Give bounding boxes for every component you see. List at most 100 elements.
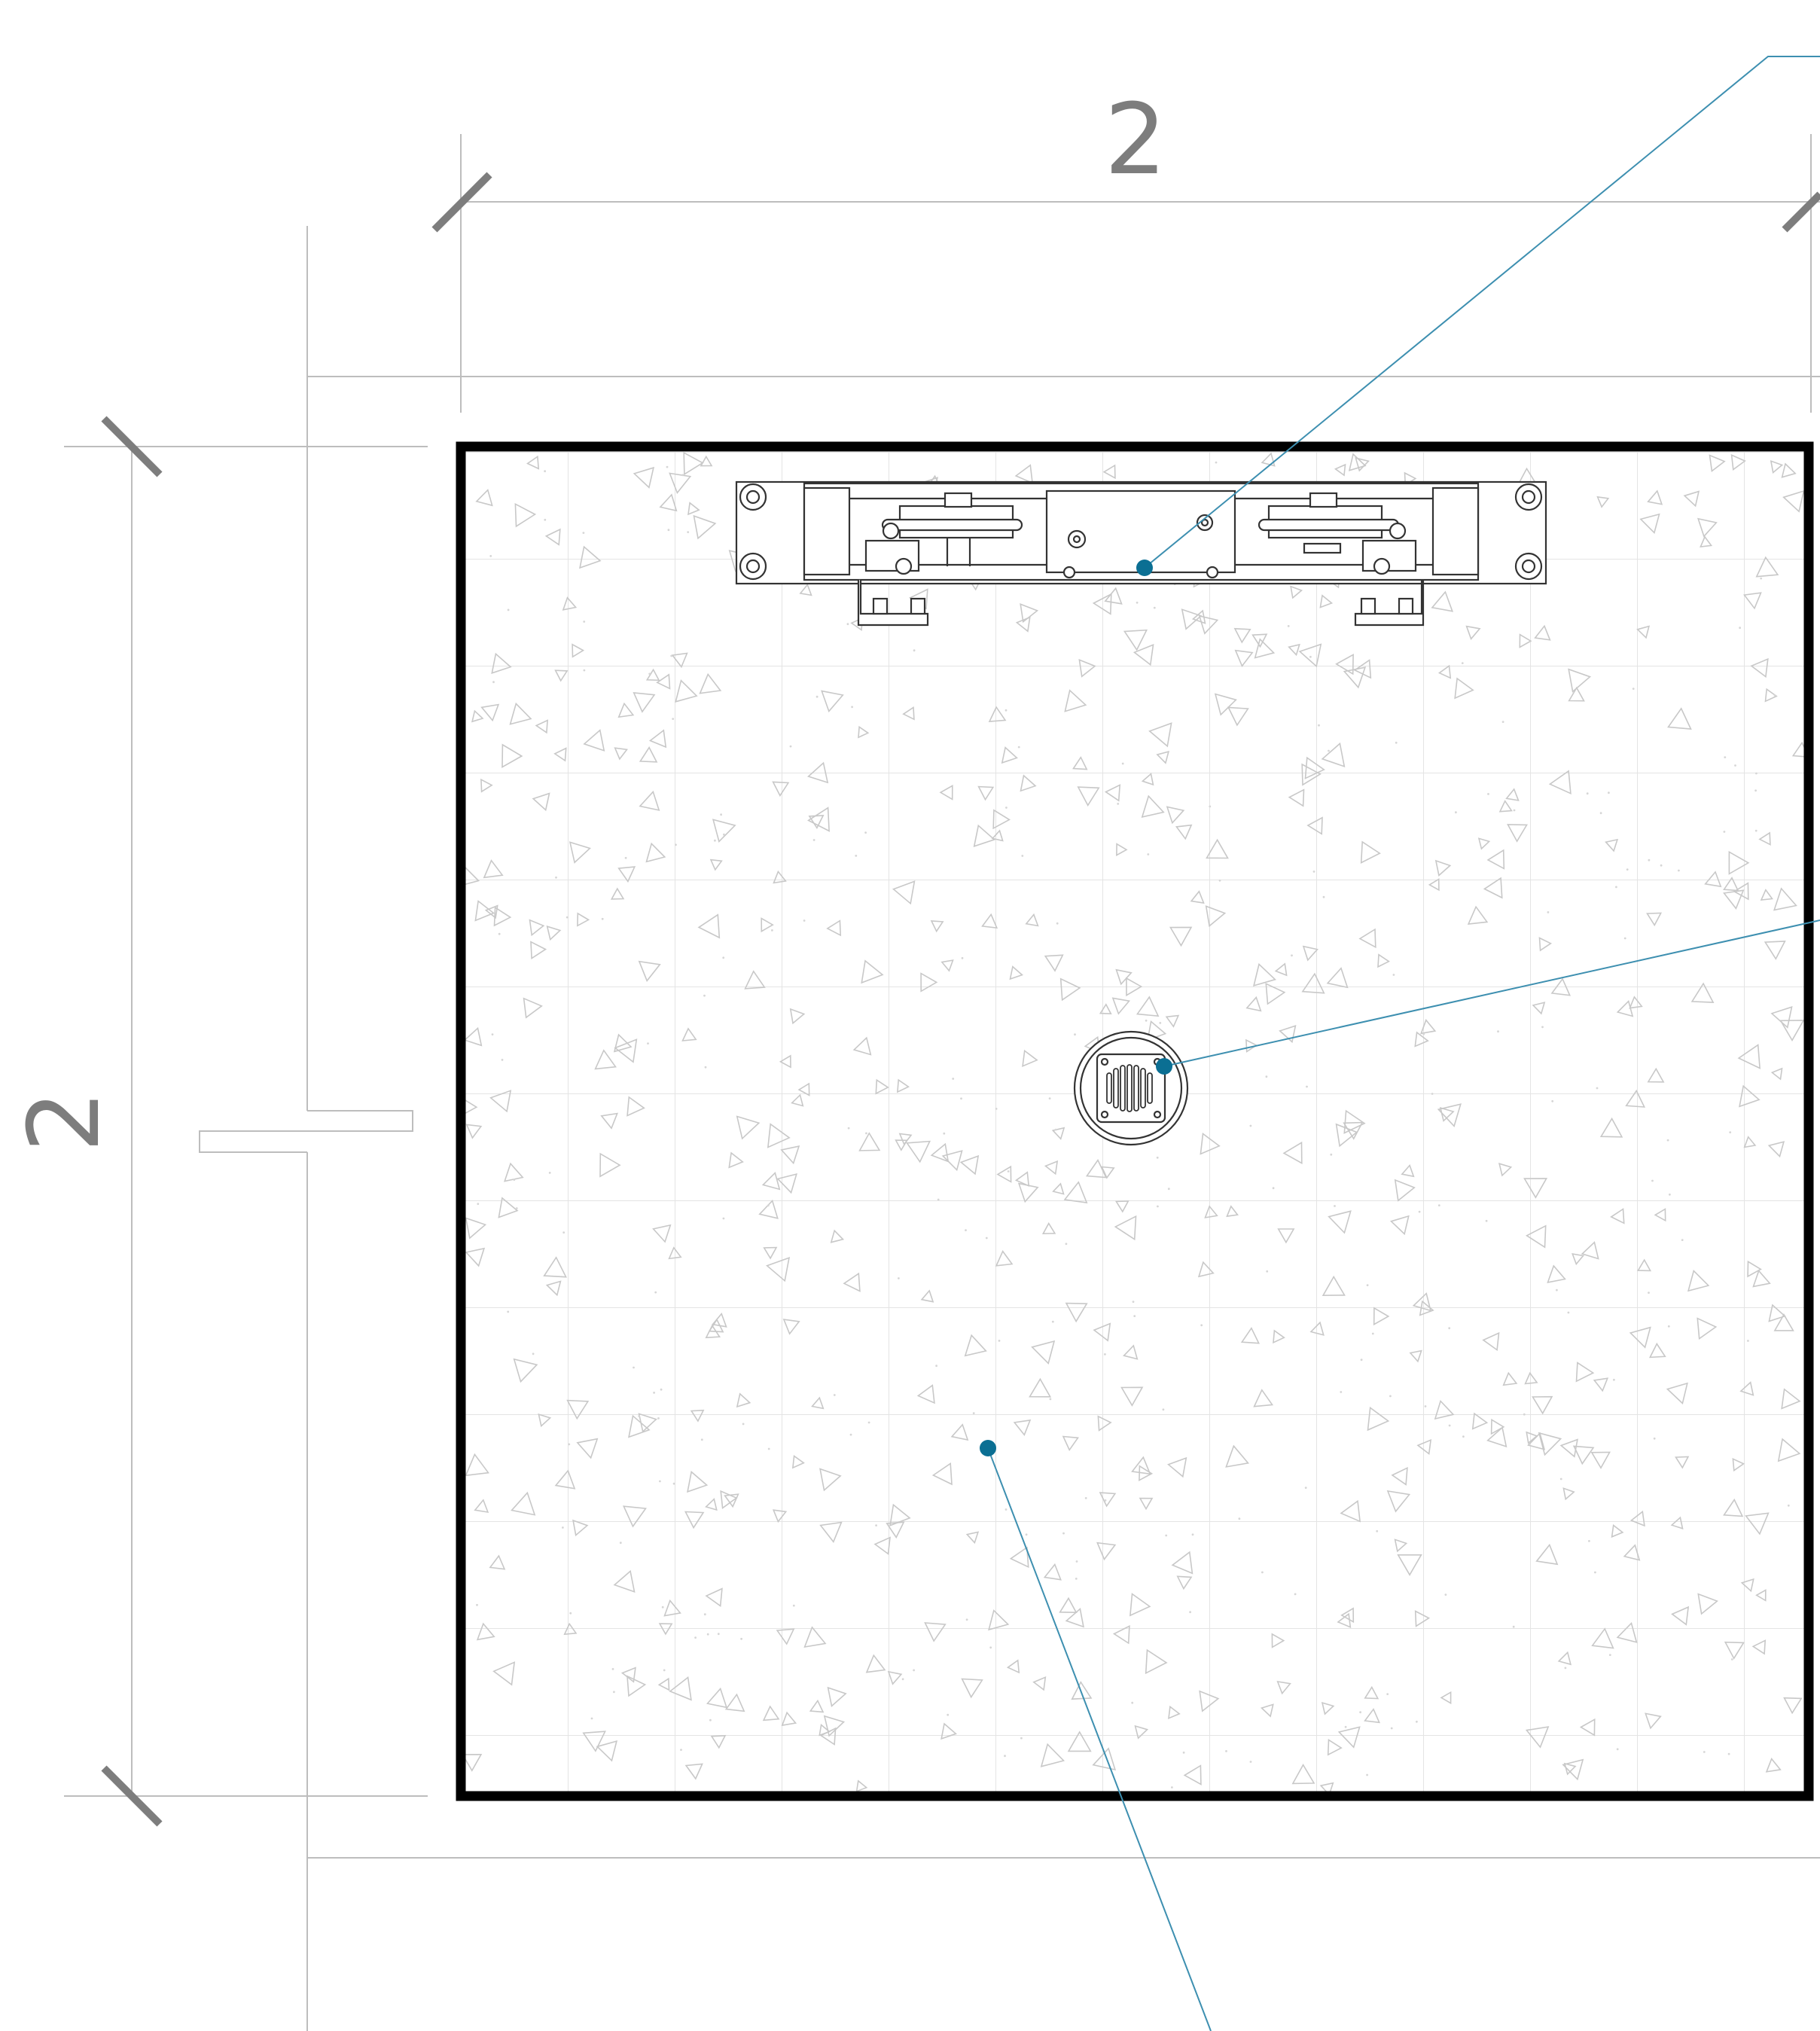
hatch-mark (1709, 454, 1726, 472)
hatch-mark (1697, 1317, 1718, 1340)
hatch-dot (1648, 1291, 1650, 1294)
hatch-mark (1409, 1349, 1422, 1363)
hatch-mark (1502, 1371, 1518, 1386)
hatch-mark (639, 790, 660, 811)
hatch-dot (1065, 1243, 1068, 1246)
hatch-mark (1764, 688, 1778, 703)
hatch-dot (1559, 1478, 1562, 1481)
hatch-mark (898, 1133, 913, 1146)
hatch-mark (762, 1705, 780, 1721)
hatch-dot (613, 1691, 615, 1694)
hatch-dot (720, 813, 722, 816)
hatch-mark (1767, 1141, 1785, 1158)
hatch-mark (1781, 1388, 1801, 1410)
hatch-dot (1547, 911, 1550, 913)
hatch-mark (992, 809, 1011, 830)
hatch-dot (1104, 1353, 1106, 1356)
hatch-mark (1044, 1160, 1059, 1176)
hatch-mark (1360, 840, 1381, 864)
hatch-dot (913, 1669, 915, 1672)
hatch-mark (809, 1699, 825, 1713)
hatch-mark (599, 1152, 621, 1178)
hatch-dot (812, 839, 815, 841)
hatch-mark (1532, 1002, 1546, 1015)
hatch-mark (712, 819, 736, 843)
hatch-mark (538, 1413, 552, 1428)
hatch-mark (474, 900, 495, 922)
hatch-mark (1015, 616, 1031, 633)
floor-surface-marker[interactable] (980, 1440, 996, 1456)
hatch-mark (1169, 926, 1193, 947)
hatch-mark (855, 1779, 868, 1793)
hatch-dot (507, 608, 510, 611)
hatch-mark (1290, 585, 1303, 599)
hatch-dot (1667, 1325, 1670, 1328)
hatch-mark (1486, 1426, 1508, 1448)
hatch-dot (687, 531, 690, 533)
hatch-dot (771, 929, 773, 932)
hatch-mark (1260, 1703, 1274, 1718)
hatch-mark (1274, 962, 1288, 977)
hatch-dot (532, 1352, 535, 1356)
width-dimension-label: 2 (1105, 82, 1167, 197)
hatch-dot (1159, 1022, 1162, 1024)
hatch-mark (1040, 1743, 1065, 1767)
hatch-mark (706, 1687, 728, 1709)
hatch-dot (515, 1207, 518, 1209)
hatch-mark (940, 1722, 957, 1740)
hatch-mark (1319, 594, 1334, 608)
hatch-mark (1616, 1621, 1638, 1643)
hatch-dot (965, 1618, 968, 1621)
hatch-dot (1121, 762, 1124, 765)
hatch-dot (1191, 1533, 1194, 1536)
hatch-mark (1538, 1432, 1562, 1456)
hatch-dot (619, 1542, 622, 1545)
hatch-mark (1605, 838, 1619, 852)
hatch-mark (465, 1247, 486, 1267)
hatch-mark (1764, 941, 1786, 960)
hatch-dot (865, 1132, 867, 1135)
hatch-mark (1397, 1554, 1422, 1576)
hatch-dot (507, 1310, 510, 1313)
hatch-mark (1777, 1438, 1801, 1462)
hatch-mark (1568, 668, 1592, 693)
hatch-dot (498, 932, 501, 935)
hatch-mark (843, 1272, 861, 1292)
hatch-mark (902, 706, 915, 721)
hatch-mark (799, 583, 812, 596)
hatch-dot (1462, 1435, 1465, 1438)
hatch-dot (898, 1277, 900, 1279)
hatch-mark (959, 1154, 980, 1176)
hatch-dot (1703, 1751, 1706, 1753)
hatch-dot (548, 1172, 551, 1174)
hatch-mark (1507, 824, 1528, 843)
point-drain-marker[interactable] (1156, 1058, 1172, 1075)
hatch-mark (791, 1093, 804, 1107)
hatch-mark (1675, 1456, 1690, 1469)
hatch-mark (1175, 824, 1193, 840)
hatch-mark (610, 887, 625, 900)
hatch-mark (1670, 1516, 1684, 1529)
hatch-dot (661, 1606, 664, 1609)
hatch-mark (1637, 1258, 1652, 1272)
hatch-mark (803, 1626, 827, 1648)
hatch-mark (509, 702, 532, 725)
hatch-mark (1282, 1141, 1303, 1164)
hatch-mark (1200, 1133, 1221, 1155)
hatch-mark (617, 702, 635, 718)
hatch-mark (1114, 1200, 1129, 1213)
hatch-mark (1092, 593, 1112, 615)
hatch-dot (1501, 721, 1504, 723)
hatch-mark (1414, 1031, 1429, 1048)
hatch-dot (681, 474, 684, 477)
hatch-mark (1044, 954, 1064, 972)
hatch-mark (1760, 889, 1773, 901)
hatch-mark (626, 1096, 645, 1117)
hatch-mark (1782, 489, 1805, 513)
grate-slot (1133, 1065, 1139, 1112)
linear-drain-channel-marker[interactable] (1136, 560, 1153, 576)
hatch-dot (740, 1637, 742, 1640)
hatch-dot (1056, 922, 1059, 925)
hatch-dot (722, 956, 725, 959)
